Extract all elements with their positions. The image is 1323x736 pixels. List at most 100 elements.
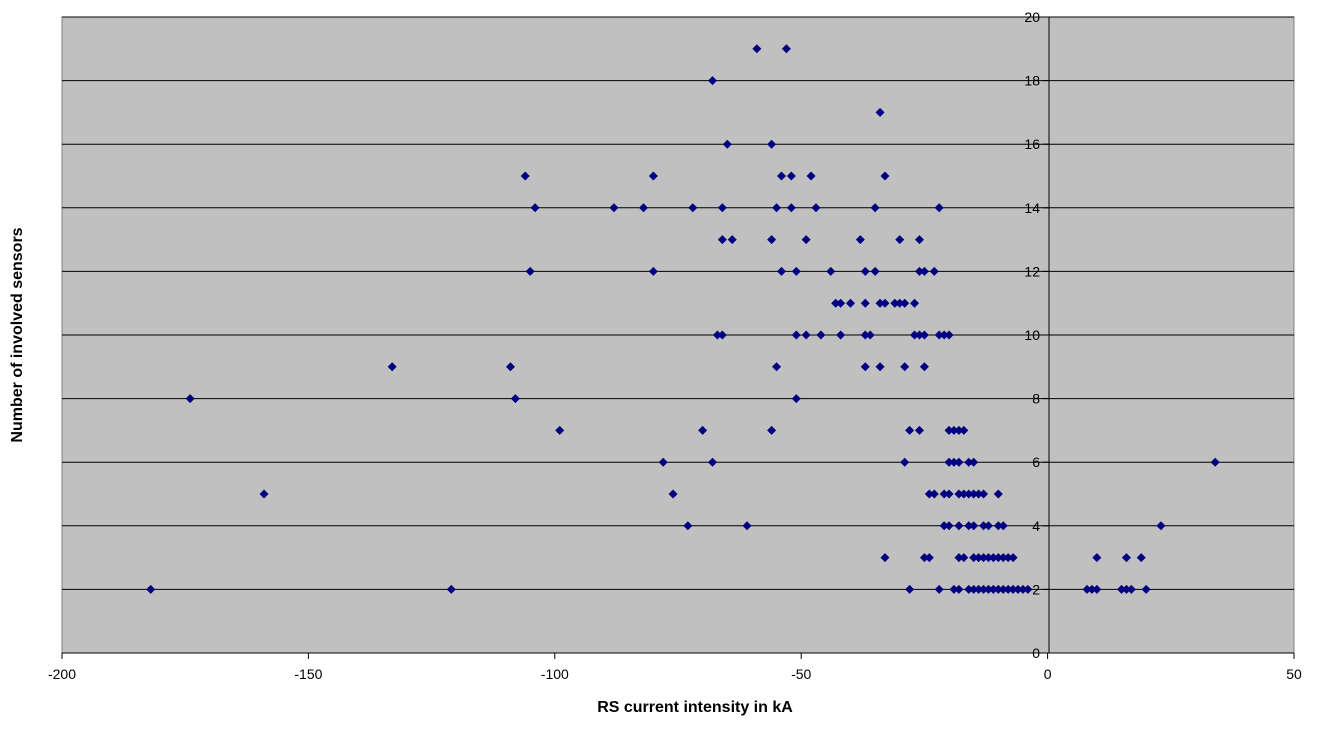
data-point [836,330,846,340]
data-point [1008,584,1018,594]
data-point [865,330,875,340]
data-point [988,553,998,563]
data-point [860,266,870,276]
data-point [944,457,954,467]
data-point [791,394,801,404]
data-point [974,489,984,499]
y-axis-title: Number of involved sensors [9,227,26,442]
data-point [717,203,727,213]
data-point [860,330,870,340]
data-point [717,235,727,245]
data-point [983,584,993,594]
data-point [979,521,989,531]
data-point [919,330,929,340]
data-point [895,235,905,245]
data-point [919,362,929,372]
y-tick-label: 14 [1024,200,1040,216]
data-point [826,266,836,276]
data-point [875,298,885,308]
data-point [668,489,678,499]
data-point [752,44,762,54]
data-point [900,298,910,308]
data-point [801,235,811,245]
data-point [934,584,944,594]
data-point [939,330,949,340]
data-point [934,203,944,213]
data-point [1092,584,1102,594]
data-point [998,553,1008,563]
data-point [555,425,565,435]
data-point [648,171,658,181]
data-point [964,521,974,531]
data-point [944,425,954,435]
data-point [767,235,777,245]
data-point [959,425,969,435]
data-point [1018,584,1028,594]
data-point [954,521,964,531]
data-point [776,171,786,181]
data-point [969,489,979,499]
data-point [910,298,920,308]
data-point [949,425,959,435]
data-point [959,489,969,499]
data-point [259,489,269,499]
data-point [974,553,984,563]
data-point [767,425,777,435]
data-point [998,584,1008,594]
y-tick-label: 4 [1032,518,1040,534]
data-point [900,457,910,467]
data-point [959,553,969,563]
data-point [979,553,989,563]
y-tick-label: 20 [1024,9,1040,25]
data-point [786,171,796,181]
y-tick-label: 18 [1024,73,1040,89]
data-point [717,330,727,340]
x-tick-label: 50 [1286,666,1302,682]
y-tick-label: 12 [1024,263,1040,279]
data-point [146,584,156,594]
data-point [983,521,993,531]
data-point [944,521,954,531]
data-point [609,203,619,213]
data-point [1087,584,1097,594]
data-point [949,457,959,467]
data-point [1082,584,1092,594]
data-point [727,235,737,245]
data-point [648,266,658,276]
data-point [890,298,900,308]
data-point [387,362,397,372]
data-point [914,266,924,276]
data-point [742,521,752,531]
data-point [860,298,870,308]
data-point [683,521,693,531]
data-point [767,139,777,149]
y-tick-label: 10 [1024,327,1040,343]
data-point [781,44,791,54]
y-tick-label: 2 [1032,581,1040,597]
data-point [969,457,979,467]
data-point [639,203,649,213]
data-point [993,521,1003,531]
x-tick-label: 0 [1044,666,1052,682]
data-point [914,425,924,435]
data-point [919,266,929,276]
y-tick-label: 0 [1032,645,1040,661]
data-point [1136,553,1146,563]
data-point [658,457,668,467]
data-point [791,330,801,340]
data-point [919,553,929,563]
data-point [530,203,540,213]
data-point [929,266,939,276]
data-point [855,235,865,245]
data-point [880,171,890,181]
data-point [772,362,782,372]
data-point [993,489,1003,499]
data-point [954,584,964,594]
data-point [875,107,885,117]
data-point [816,330,826,340]
data-point [712,330,722,340]
x-axis-ticks: -200 -150 -100 -50 0 50 [48,653,1302,682]
data-point [954,425,964,435]
